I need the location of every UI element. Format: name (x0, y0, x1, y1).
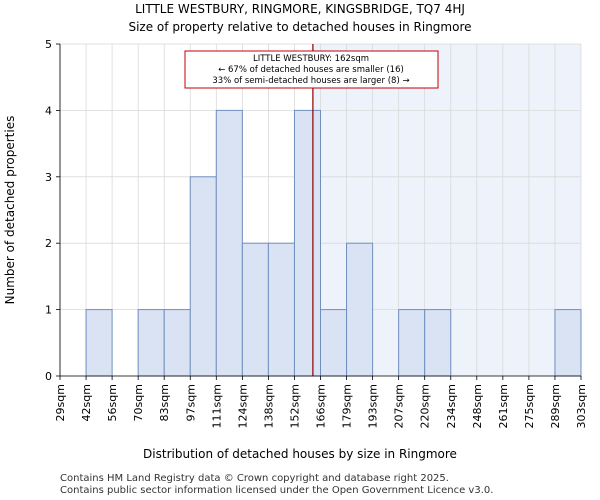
x-tick-label: 42sqm (80, 384, 93, 421)
histogram-bar (163, 309, 191, 377)
footer-line-1: Contains HM Land Registry data © Crown c… (60, 473, 449, 484)
histogram-bar (346, 242, 374, 377)
x-tick-label: 111sqm (210, 384, 223, 428)
histogram-bar (215, 109, 243, 377)
x-tick-label: 56sqm (106, 384, 119, 421)
y-axis-label: Number of detached properties (3, 116, 17, 305)
x-tick-label: 207sqm (393, 384, 406, 428)
histogram-bar (424, 309, 452, 377)
x-tick-label: 303sqm (575, 384, 588, 428)
x-tick-label: 138sqm (262, 384, 275, 428)
histogram-bar (137, 309, 165, 377)
histogram-bar (554, 309, 582, 377)
annotation-box (184, 50, 439, 89)
x-tick-label: 152sqm (288, 384, 301, 428)
x-tick-label: 261sqm (497, 384, 510, 428)
x-tick-label: 275sqm (523, 384, 536, 428)
y-tick-label: 2 (45, 237, 52, 250)
x-tick-label: 83sqm (158, 384, 171, 421)
histogram-bar (85, 309, 113, 377)
x-tick-label: 97sqm (184, 384, 197, 421)
y-tick-label: 3 (45, 171, 52, 184)
y-tick-label: 1 (45, 304, 52, 317)
histogram-bar (293, 109, 322, 377)
annotation-line-3: 33% of semi-detached houses are larger (… (212, 76, 409, 86)
x-tick-label: 29sqm (54, 384, 67, 421)
histogram-bar (189, 176, 217, 377)
x-tick-label: 166sqm (315, 384, 328, 428)
x-tick-label: 124sqm (236, 384, 249, 428)
footer-line-2: Contains public sector information licen… (60, 485, 494, 496)
x-tick-label: 289sqm (549, 384, 562, 428)
chart-title: LITTLE WESTBURY, RINGMORE, KINGSBRIDGE, … (135, 2, 465, 16)
histogram-bar (241, 242, 269, 377)
histogram-bar (267, 242, 295, 377)
histogram-bar (398, 309, 426, 377)
marker-annotation: LITTLE WESTBURY: 162sqm ← 67% of detache… (184, 50, 439, 89)
annotation-line-1: LITTLE WESTBURY: 162sqm (253, 54, 369, 64)
histogram-bar (320, 309, 348, 377)
annotation-line-2: ← 67% of detached houses are smaller (16… (218, 65, 404, 75)
x-tick-label: 234sqm (445, 384, 458, 428)
x-tick-label: 70sqm (132, 384, 145, 421)
x-axis-label: Distribution of detached houses by size … (143, 447, 457, 461)
x-tick-label: 179sqm (341, 384, 354, 428)
y-tick-label: 5 (45, 38, 52, 51)
x-tick-label: 248sqm (471, 384, 484, 428)
y-tick-label: 0 (45, 370, 52, 383)
x-tick-label: 193sqm (367, 384, 380, 428)
chart-subtitle: Size of property relative to detached ho… (128, 20, 472, 34)
y-tick-label: 4 (45, 104, 52, 117)
x-tick-label: 220sqm (419, 384, 432, 428)
